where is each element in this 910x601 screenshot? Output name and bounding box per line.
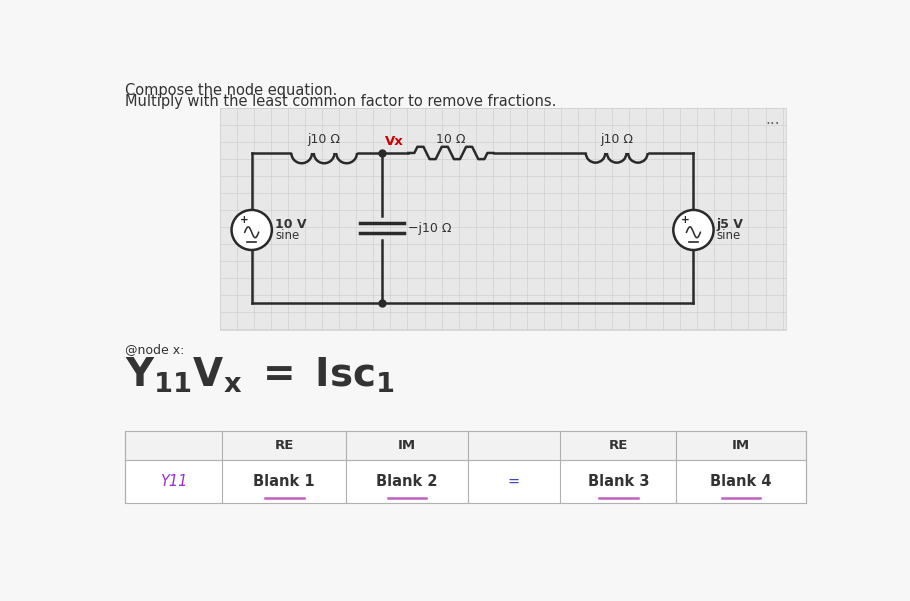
Bar: [125, 460, 806, 502]
Text: +: +: [239, 215, 248, 225]
Text: RE: RE: [275, 439, 294, 452]
Circle shape: [231, 210, 272, 250]
Text: j10 Ω: j10 Ω: [308, 133, 340, 145]
Text: sine: sine: [717, 229, 741, 242]
Text: =: =: [508, 474, 521, 489]
Text: $\mathbf{Y_{11}V_x}$$\mathbf{\ =\ Isc_1}$: $\mathbf{Y_{11}V_x}$$\mathbf{\ =\ Isc_1}…: [125, 355, 395, 395]
Text: Blank 4: Blank 4: [711, 474, 772, 489]
Bar: [220, 108, 786, 330]
Text: −j10 Ω: −j10 Ω: [409, 222, 451, 236]
Text: Blank 3: Blank 3: [588, 474, 649, 489]
Text: j5 V: j5 V: [717, 218, 743, 231]
Text: Vx: Vx: [385, 135, 404, 148]
Text: RE: RE: [609, 439, 628, 452]
Circle shape: [673, 210, 713, 250]
Bar: [125, 431, 806, 502]
Text: Y11: Y11: [160, 474, 187, 489]
Text: Blank 2: Blank 2: [377, 474, 438, 489]
Text: ...: ...: [765, 112, 780, 127]
Text: 10 V: 10 V: [275, 218, 307, 231]
Text: sine: sine: [275, 229, 299, 242]
Text: IM: IM: [398, 439, 416, 452]
Text: Compose the node equation.: Compose the node equation.: [125, 83, 337, 98]
Text: +: +: [682, 215, 690, 225]
Text: @node x:: @node x:: [125, 343, 184, 356]
Text: IM: IM: [732, 439, 750, 452]
Text: 10 Ω: 10 Ω: [436, 133, 466, 145]
Text: Blank 1: Blank 1: [254, 474, 315, 489]
Text: Multiply with the least common factor to remove fractions.: Multiply with the least common factor to…: [125, 94, 556, 109]
Text: j10 Ω: j10 Ω: [601, 133, 633, 145]
Bar: [125, 431, 806, 460]
